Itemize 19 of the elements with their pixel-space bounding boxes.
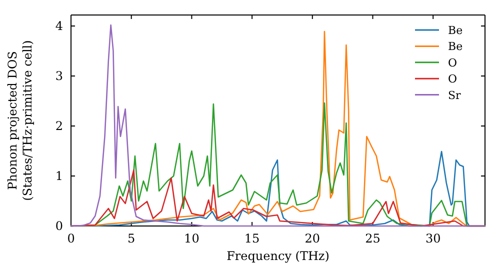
x-axis-title: Frequency (THz) — [226, 249, 330, 263]
legend-label: Be — [448, 24, 463, 37]
x-tick-label: 0 — [67, 232, 75, 246]
x-tick-label: 30 — [425, 232, 441, 246]
y-tick-label: 0 — [55, 218, 63, 233]
x-tick-label: 5 — [128, 232, 136, 246]
y-tick-label: 4 — [55, 18, 64, 33]
y-tick-label: 2 — [55, 118, 63, 133]
x-tick-label: 15 — [244, 232, 260, 246]
y-tick-label: 3 — [55, 68, 63, 83]
legend-label: Be — [448, 40, 463, 54]
x-tick-label: 25 — [365, 232, 380, 246]
legend-label: O — [448, 56, 458, 70]
y-tick-label: 1 — [55, 168, 63, 183]
x-tick-label: 20 — [304, 232, 320, 246]
legend-label: Sr — [448, 88, 462, 102]
legend-label: O — [448, 72, 458, 86]
y-axis-title: Phonon projected DOS (States/THz·primitive cell) — [6, 40, 35, 201]
x-tick-label: 10 — [184, 232, 200, 246]
